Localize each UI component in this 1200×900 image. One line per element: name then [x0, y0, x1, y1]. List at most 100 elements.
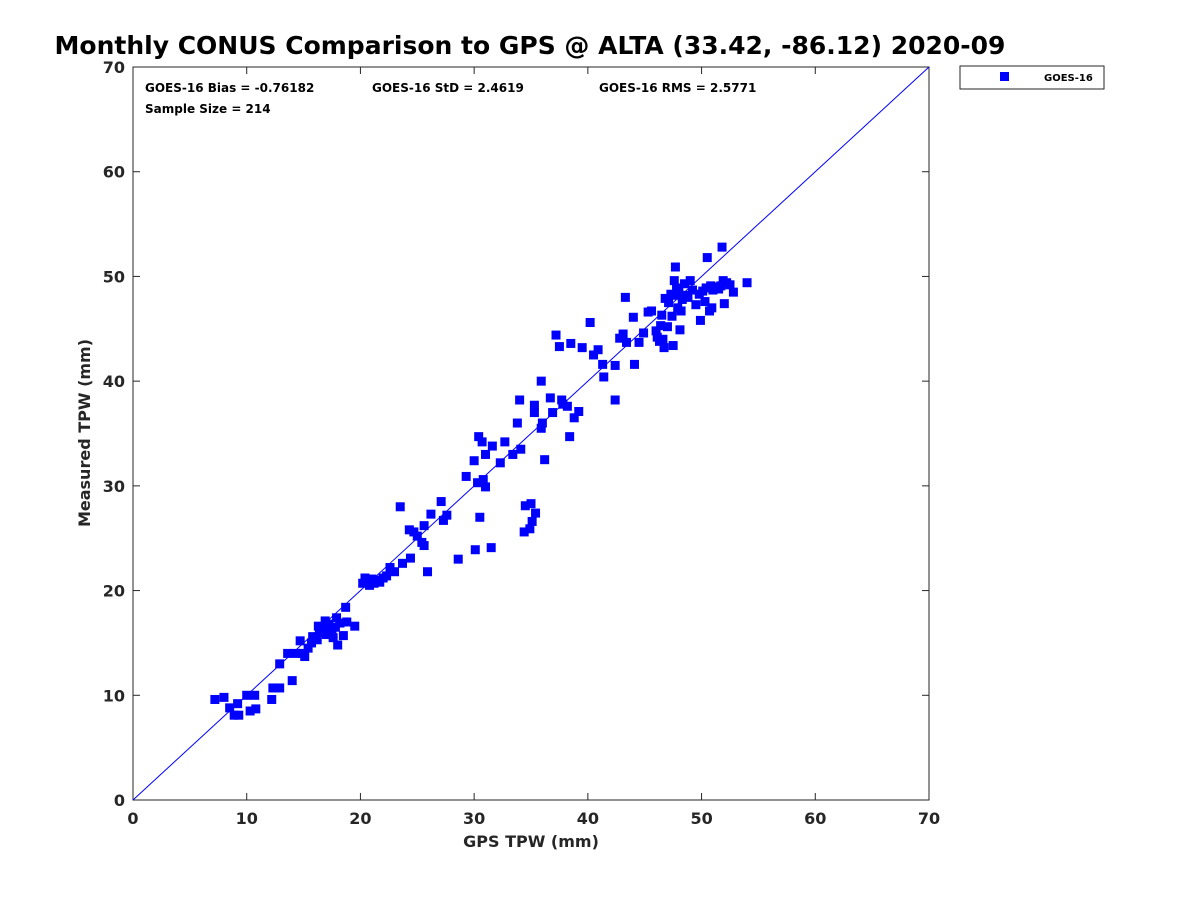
data-point	[725, 280, 735, 290]
data-point	[234, 710, 244, 720]
data-point	[486, 543, 496, 553]
data-point	[382, 571, 392, 581]
data-point	[398, 558, 408, 568]
data-point	[554, 342, 564, 352]
data-point	[695, 315, 705, 325]
y-tick-label: 60	[103, 163, 125, 182]
data-point	[453, 554, 463, 564]
data-point	[574, 407, 584, 417]
data-point	[520, 501, 530, 511]
data-point	[599, 372, 609, 382]
data-point	[516, 444, 526, 454]
legend-marker	[1000, 72, 1009, 81]
data-point	[308, 632, 318, 642]
data-point	[558, 399, 568, 409]
data-point	[500, 437, 510, 447]
data-point	[508, 449, 518, 459]
data-point	[566, 338, 576, 348]
data-point	[225, 703, 235, 713]
data-point	[691, 300, 701, 310]
data-point	[338, 631, 348, 641]
data-point	[717, 242, 727, 252]
x-tick-label: 50	[690, 809, 712, 828]
data-point	[481, 482, 491, 492]
data-point	[322, 623, 332, 633]
data-point	[473, 478, 483, 488]
data-point	[551, 330, 561, 340]
data-point	[481, 449, 491, 459]
y-tick-label: 20	[103, 582, 125, 601]
data-point	[669, 290, 679, 300]
data-point	[700, 297, 710, 307]
data-point	[662, 322, 672, 332]
data-point	[512, 418, 522, 428]
data-point	[622, 337, 632, 347]
data-point	[314, 627, 324, 637]
data-point	[670, 262, 680, 272]
data-point	[667, 311, 677, 321]
data-point	[683, 292, 693, 302]
rms-stat: GOES-16 RMS = 2.5771	[599, 81, 756, 95]
data-point	[569, 413, 579, 423]
data-point	[487, 441, 497, 451]
data-point	[438, 515, 448, 525]
data-point	[318, 622, 328, 632]
std-stat: GOES-16 StD = 2.4619	[372, 81, 524, 95]
data-point	[529, 408, 539, 418]
data-point	[419, 521, 429, 531]
data-point	[545, 393, 555, 403]
data-point	[519, 527, 529, 537]
y-tick-label: 10	[103, 686, 125, 705]
data-point	[327, 627, 337, 637]
data-point	[332, 613, 342, 623]
data-point	[675, 325, 685, 335]
x-axis: 0 10 20 30 40 50 60 70	[127, 67, 940, 828]
data-point	[321, 630, 331, 640]
data-point	[350, 621, 360, 631]
data-point	[687, 285, 697, 295]
data-point	[593, 345, 603, 355]
data-point	[707, 303, 717, 313]
data-point	[275, 683, 285, 693]
data-point	[610, 395, 620, 405]
data-point	[405, 553, 415, 563]
data-point	[333, 640, 343, 650]
data-point	[548, 408, 558, 418]
one-to-one-line	[132, 66, 930, 801]
data-point	[585, 318, 595, 328]
data-point	[589, 350, 599, 360]
data-point	[628, 312, 638, 322]
data-point	[639, 328, 649, 338]
data-point	[219, 692, 229, 702]
y-axis: 0 10 20 30 40 50 60 70	[103, 58, 929, 810]
data-point	[618, 329, 628, 339]
data-point	[313, 621, 323, 631]
data-point	[268, 683, 278, 693]
data-point	[536, 376, 546, 386]
data-point	[342, 617, 352, 627]
data-point	[658, 334, 668, 344]
data-point	[300, 652, 310, 662]
data-point	[680, 279, 690, 289]
data-point	[659, 343, 669, 353]
data-point	[330, 622, 340, 632]
data-point	[423, 567, 433, 577]
data-point	[478, 475, 488, 485]
y-tick-label: 70	[103, 58, 125, 77]
data-point	[525, 524, 535, 534]
data-point	[328, 633, 338, 643]
data-point	[307, 638, 317, 648]
data-point	[419, 541, 429, 551]
data-point	[515, 395, 525, 405]
goes16-series	[210, 242, 752, 720]
data-point	[719, 299, 729, 309]
x-tick-label: 70	[918, 809, 940, 828]
data-point	[303, 643, 313, 653]
data-point	[716, 281, 726, 291]
data-point	[210, 694, 220, 704]
x-tick-label: 30	[463, 809, 485, 828]
data-point	[728, 287, 738, 297]
data-point	[742, 278, 752, 288]
data-point	[651, 326, 661, 336]
data-point	[562, 401, 572, 411]
